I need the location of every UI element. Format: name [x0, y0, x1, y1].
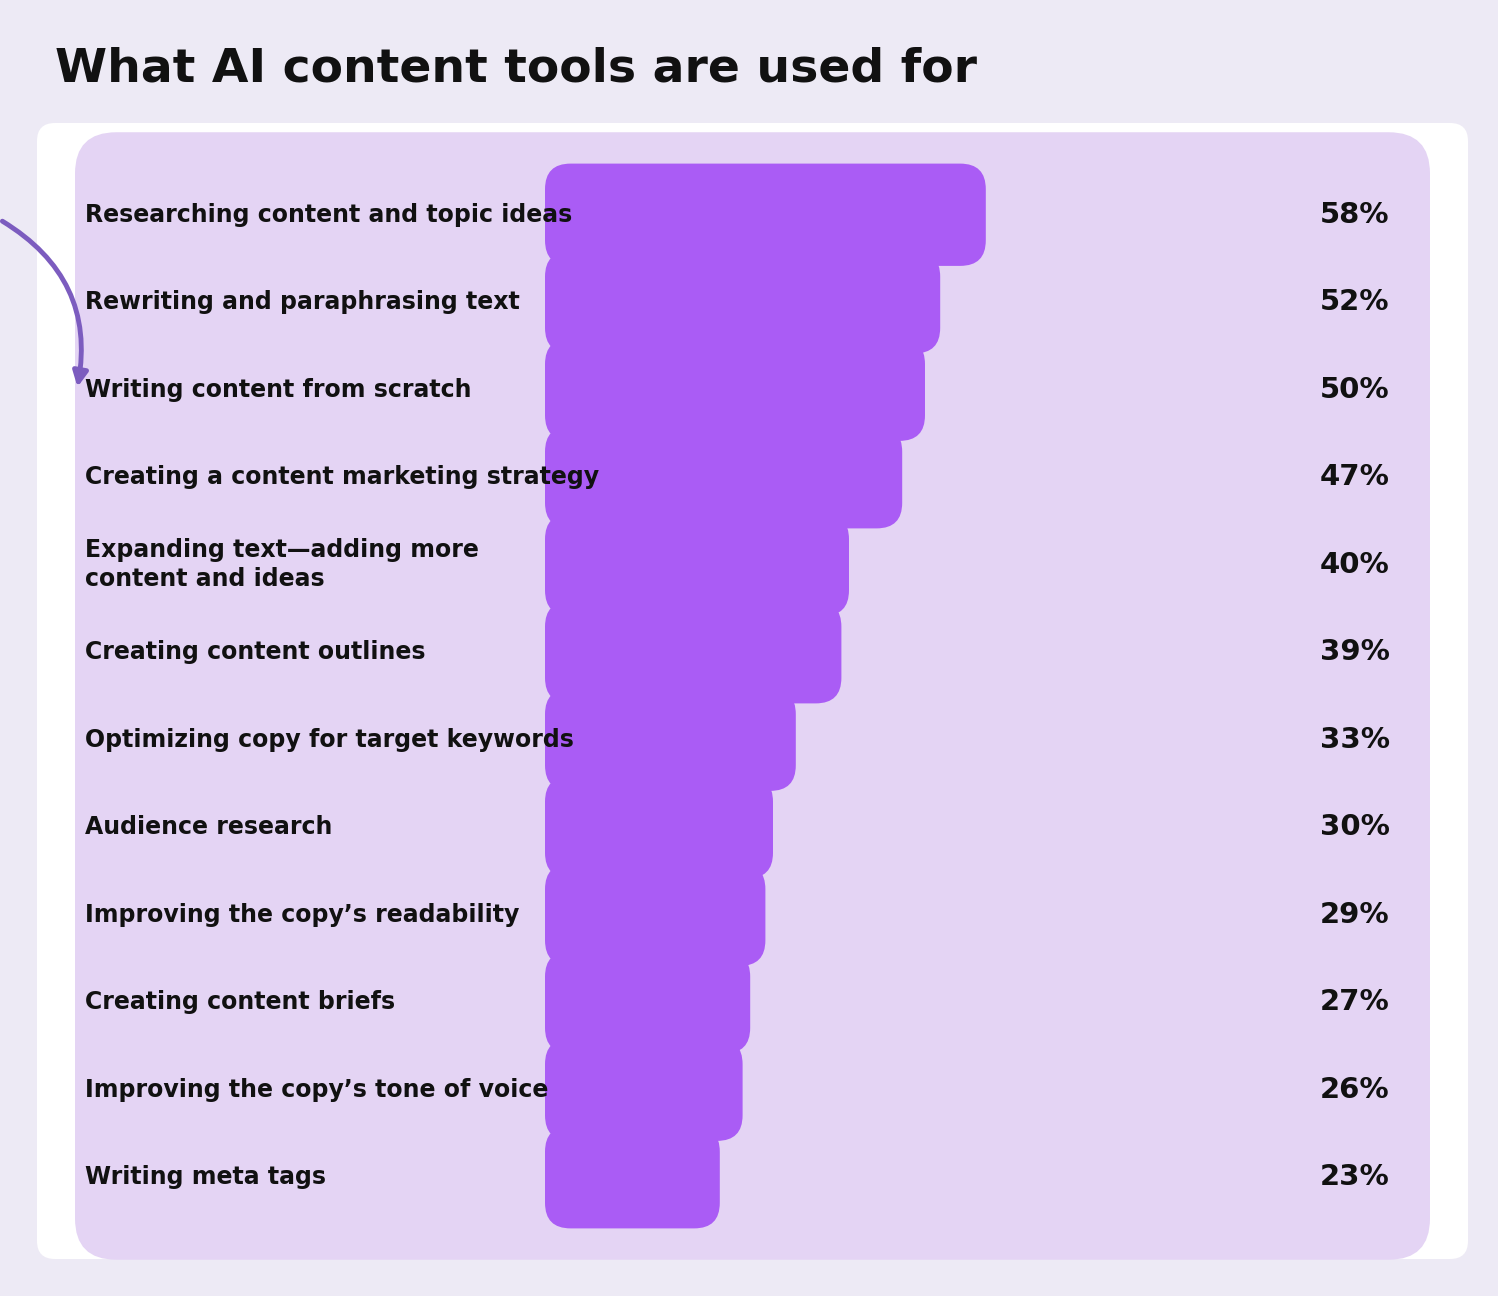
FancyBboxPatch shape [75, 395, 1431, 560]
Text: Audience research: Audience research [85, 815, 333, 840]
Text: What AI content tools are used for: What AI content tools are used for [55, 45, 977, 91]
FancyBboxPatch shape [545, 513, 849, 616]
Text: 50%: 50% [1320, 376, 1390, 404]
Text: Researching content and topic ideas: Researching content and topic ideas [85, 202, 572, 227]
FancyBboxPatch shape [545, 863, 765, 966]
Text: 30%: 30% [1320, 814, 1390, 841]
FancyBboxPatch shape [75, 570, 1431, 735]
Text: 29%: 29% [1320, 901, 1390, 929]
Text: 23%: 23% [1320, 1164, 1390, 1191]
Text: Improving the copy’s tone of voice: Improving the copy’s tone of voice [85, 1078, 548, 1102]
FancyBboxPatch shape [75, 657, 1431, 822]
FancyBboxPatch shape [545, 338, 924, 441]
Text: Writing content from scratch: Writing content from scratch [85, 377, 472, 402]
Text: Improving the copy’s readability: Improving the copy’s readability [85, 903, 520, 927]
FancyBboxPatch shape [75, 1095, 1431, 1260]
FancyBboxPatch shape [545, 601, 842, 704]
FancyBboxPatch shape [545, 1126, 721, 1229]
FancyBboxPatch shape [545, 1038, 743, 1140]
Text: Rewriting and paraphrasing text: Rewriting and paraphrasing text [85, 290, 520, 314]
FancyBboxPatch shape [545, 776, 773, 879]
Text: Expanding text—adding more
content and ideas: Expanding text—adding more content and i… [85, 538, 479, 591]
Text: Creating content briefs: Creating content briefs [85, 990, 395, 1015]
Text: 52%: 52% [1320, 288, 1390, 316]
FancyBboxPatch shape [75, 482, 1431, 647]
FancyBboxPatch shape [545, 251, 941, 354]
Text: 27%: 27% [1320, 989, 1390, 1016]
FancyBboxPatch shape [75, 920, 1431, 1085]
FancyBboxPatch shape [75, 745, 1431, 910]
Text: 47%: 47% [1320, 463, 1390, 491]
Text: Writing meta tags: Writing meta tags [85, 1165, 327, 1190]
FancyBboxPatch shape [545, 426, 902, 529]
FancyBboxPatch shape [75, 1007, 1431, 1173]
Text: Creating a content marketing strategy: Creating a content marketing strategy [85, 465, 599, 490]
Text: 26%: 26% [1320, 1076, 1390, 1104]
FancyBboxPatch shape [75, 832, 1431, 997]
FancyBboxPatch shape [37, 123, 1468, 1258]
Text: Optimizing copy for target keywords: Optimizing copy for target keywords [85, 728, 574, 752]
FancyBboxPatch shape [545, 951, 750, 1054]
Text: 40%: 40% [1320, 551, 1390, 579]
Text: Creating content outlines: Creating content outlines [85, 640, 425, 665]
Text: 33%: 33% [1320, 726, 1390, 754]
FancyBboxPatch shape [545, 688, 795, 791]
FancyBboxPatch shape [75, 132, 1431, 297]
Text: 39%: 39% [1320, 638, 1390, 666]
FancyBboxPatch shape [545, 163, 986, 266]
Text: 58%: 58% [1320, 201, 1390, 229]
FancyBboxPatch shape [75, 307, 1431, 472]
FancyBboxPatch shape [75, 220, 1431, 385]
